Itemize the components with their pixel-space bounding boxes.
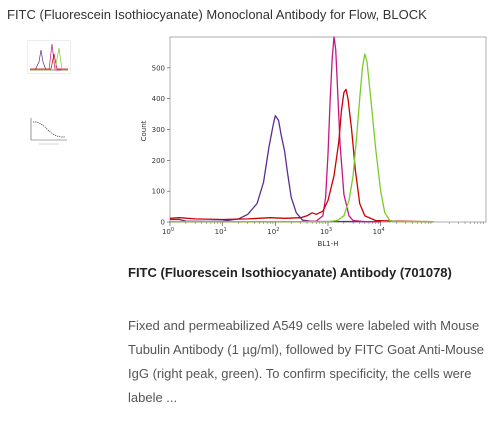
titration-thumbnail-image — [30, 118, 67, 145]
x-tick-label: 104 — [373, 227, 385, 236]
x-tick-label: 103 — [320, 227, 332, 236]
histogram-series-4 — [170, 53, 434, 223]
plot-frame — [169, 36, 487, 223]
x-tick-label: 102 — [267, 227, 279, 236]
page-title: FITC (Fluorescein Isothiocyanate) Monocl… — [7, 7, 427, 22]
y-tick-label: 300 — [152, 126, 165, 134]
histogram-series-3 — [169, 88, 434, 223]
x-tick-exponent: 2 — [276, 227, 279, 233]
y-tick-label: 400 — [152, 95, 165, 103]
histogram-series-2 — [170, 36, 381, 223]
x-tick-exponent: 0 — [171, 227, 174, 233]
y-tick-label: 0 — [161, 219, 165, 227]
titration-curve-thumbnail[interactable] — [27, 115, 71, 149]
y-tick-label: 200 — [152, 157, 165, 165]
flow-cytometry-histogram: 100 101 102 103 104 0 100 200 300 400 500 BL1-H Co… — [134, 34, 490, 258]
histogram-thumbnail-image — [27, 40, 71, 74]
y-tick-label: 500 — [152, 64, 165, 72]
flow-histogram-thumbnail[interactable] — [27, 40, 71, 74]
x-tick-label: 101 — [215, 227, 227, 236]
histogram-series-1 — [170, 114, 381, 223]
x-tick-exponent: 4 — [382, 227, 385, 233]
caption-title[interactable]: FITC (Fluorescein Isothiocyanate) Antibo… — [128, 265, 452, 280]
y-tick-label: 100 — [152, 188, 165, 196]
caption-description: Fixed and permeabilized A549 cells were … — [128, 318, 484, 405]
x-axis-title: BL1-H — [318, 240, 339, 248]
x-tick-exponent: 1 — [224, 227, 227, 233]
x-tick-label: 100 — [162, 227, 174, 236]
x-tick-exponent: 3 — [329, 227, 332, 233]
y-axis-title: Count — [140, 120, 148, 141]
